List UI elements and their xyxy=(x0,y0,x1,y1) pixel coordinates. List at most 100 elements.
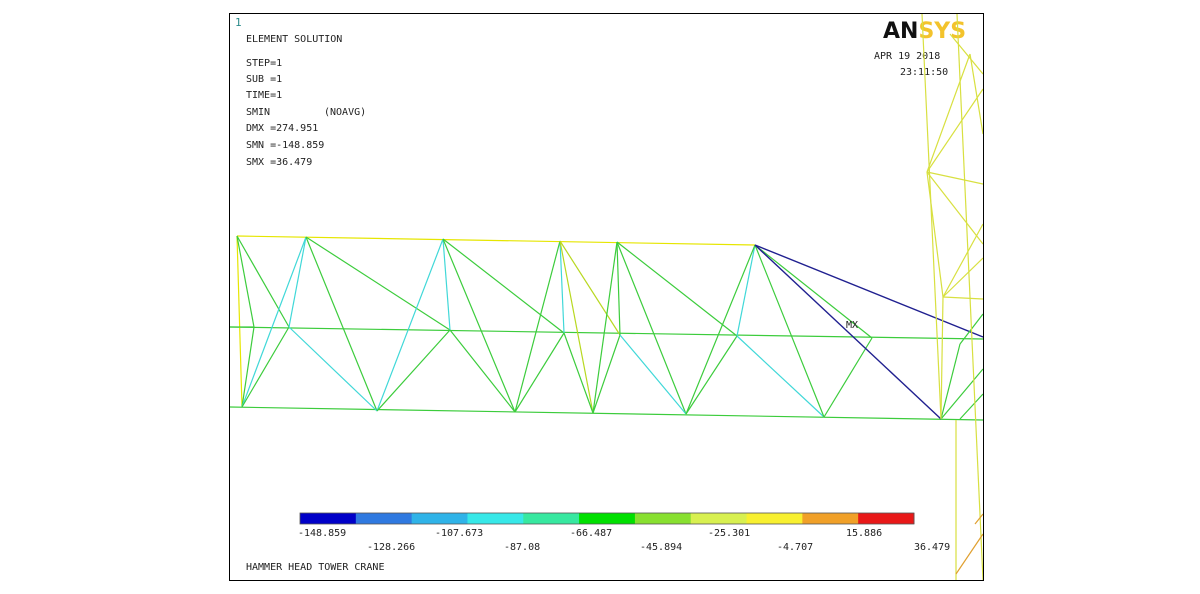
truss-member-3 xyxy=(236,235,243,408)
truss-member-39 xyxy=(754,244,983,338)
plot-title: ELEMENT SOLUTION xyxy=(246,34,342,45)
truss-member-14 xyxy=(442,238,451,331)
legend-swatch-2 xyxy=(411,513,468,524)
truss-member-44 xyxy=(940,368,983,420)
truss-member-23 xyxy=(559,240,594,414)
truss-member-50 xyxy=(926,171,983,185)
truss-member-38 xyxy=(823,337,873,418)
graphics-viewport[interactable]: 1 ELEMENT SOLUTION STEP=1 SUB =1 TIME=1 … xyxy=(229,13,984,581)
legend-frame xyxy=(299,512,915,525)
truss-member-41 xyxy=(921,14,942,420)
truss-member-22 xyxy=(514,332,565,413)
legend-swatch-1 xyxy=(355,513,413,524)
truss-member-10 xyxy=(241,326,290,408)
truss-member-13 xyxy=(305,236,451,331)
crane-element-plot: 1 ELEMENT SOLUTION STEP=1 SUB =1 TIME=1 … xyxy=(230,14,983,580)
legend-bottom-label-2: -45.894 xyxy=(640,542,682,553)
logo-part-an: AN xyxy=(883,19,918,44)
sub-line: SUB =1 xyxy=(246,74,282,85)
truss-member-40 xyxy=(754,244,942,420)
truss-member-12 xyxy=(288,326,378,412)
time-line: TIME=1 xyxy=(246,90,282,101)
truss-member-52 xyxy=(926,171,983,245)
step-line: STEP=1 xyxy=(246,58,282,69)
truss-member-33 xyxy=(685,244,756,415)
truss-member-21 xyxy=(514,240,561,413)
legend-swatch-6 xyxy=(634,513,692,524)
truss-member-55 xyxy=(942,257,983,298)
truss-member-34 xyxy=(685,335,738,415)
truss-member-2 xyxy=(230,406,983,421)
truss-member-4 xyxy=(236,235,255,328)
truss-member-51 xyxy=(926,88,983,173)
truss-member-20 xyxy=(559,240,565,334)
logo-part-sys: SYS xyxy=(918,19,966,44)
contour-legend-labels: -148.859 -107.673 -66.487 -25.301 15.886 -128… xyxy=(298,528,950,553)
legend-swatch-3 xyxy=(467,513,524,524)
legend-swatch-9 xyxy=(802,513,859,524)
legend-top-label-0: -148.859 xyxy=(298,528,346,539)
truss-member-24 xyxy=(563,332,594,414)
truss-member-47 xyxy=(942,296,983,300)
truss-member-31 xyxy=(616,241,738,337)
legend-swatch-10 xyxy=(858,513,915,524)
truss-member-42 xyxy=(940,343,961,420)
truss-member-1 xyxy=(230,326,983,340)
truss-member-37 xyxy=(754,244,873,339)
truss-member-28 xyxy=(592,334,621,414)
ansys-logo: ANSYS xyxy=(883,19,966,44)
legend-top-label-1: -107.673 xyxy=(435,528,483,539)
max-marker-label: MX xyxy=(846,320,858,331)
smx-line: SMX =36.479 xyxy=(246,157,312,168)
smin-label: SMIN xyxy=(246,107,270,118)
truss-member-15 xyxy=(376,238,444,412)
legend-swatch-8 xyxy=(746,513,803,524)
nodal-avg-label: (NOAVG) xyxy=(324,107,366,118)
contour-legend-bar xyxy=(299,512,915,525)
legend-swatch-0 xyxy=(300,513,357,524)
truss-member-56 xyxy=(969,53,983,135)
truss-member-9 xyxy=(241,236,307,408)
model-title: HAMMER HEAD TOWER CRANE xyxy=(246,562,384,573)
truss-member-29 xyxy=(616,241,687,415)
smn-line: SMN =-148.859 xyxy=(246,140,324,151)
legend-top-label-3: -25.301 xyxy=(708,528,750,539)
truss-member-30 xyxy=(619,334,687,415)
truss-members xyxy=(230,14,983,580)
truss-member-45 xyxy=(959,393,983,420)
legend-swatch-7 xyxy=(690,513,748,524)
truss-member-17 xyxy=(442,238,516,413)
truss-member-46 xyxy=(940,296,944,420)
truss-member-53 xyxy=(949,33,983,75)
truss-member-16 xyxy=(376,329,451,412)
truss-member-18 xyxy=(449,329,516,413)
truss-member-57 xyxy=(956,14,983,580)
legend-top-label-4: 15.886 xyxy=(846,528,882,539)
truss-member-48 xyxy=(942,223,983,298)
truss-member-7 xyxy=(236,235,290,328)
plot-time: 23:11:50 xyxy=(900,67,948,78)
truss-member-32 xyxy=(736,244,756,337)
truss-member-36 xyxy=(754,244,825,418)
truss-member-26 xyxy=(616,241,621,336)
legend-top-label-2: -66.487 xyxy=(570,528,612,539)
truss-member-54 xyxy=(926,53,971,173)
legend-swatch-5 xyxy=(579,513,636,524)
legend-bottom-label-1: -87.08 xyxy=(504,542,540,553)
truss-member-11 xyxy=(305,236,378,412)
truss-member-25 xyxy=(559,240,621,336)
window-number: 1 xyxy=(235,16,242,29)
truss-member-27 xyxy=(592,241,618,414)
truss-member-19 xyxy=(442,238,565,334)
truss-member-59 xyxy=(955,533,983,575)
legend-bottom-label-3: -4.707 xyxy=(777,542,813,553)
truss-member-0 xyxy=(236,235,756,246)
truss-member-60 xyxy=(974,513,983,525)
legend-swatch-4 xyxy=(523,513,580,524)
legend-bottom-label-0: -128.266 xyxy=(367,542,415,553)
truss-member-8 xyxy=(288,236,307,328)
truss-member-5 xyxy=(241,326,255,408)
plot-date: APR 19 2018 xyxy=(874,51,940,62)
truss-member-49 xyxy=(926,171,944,298)
legend-bottom-label-4: 36.479 xyxy=(914,542,950,553)
